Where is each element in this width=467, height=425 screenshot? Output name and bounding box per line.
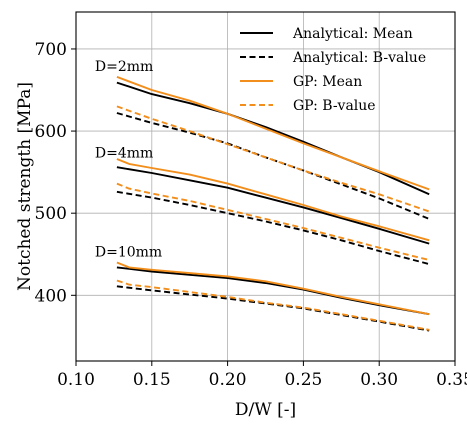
series-line-d-4mm-gp-b-value xyxy=(116,182,430,261)
series-line-d-2mm-analytical-b-value xyxy=(116,112,430,220)
legend: Analytical: Mean Analytical: B-value GP: M… xyxy=(240,26,426,114)
x-tick-label: 0.30 xyxy=(360,370,398,390)
series-line-d-2mm-analytical-mean xyxy=(116,81,430,196)
legend-label-gp-b-value: GP: B-value xyxy=(293,98,376,114)
y-tick-label: 600 xyxy=(35,122,67,142)
x-tick-label: 0.10 xyxy=(57,370,95,390)
x-tick-label: 0.25 xyxy=(284,370,322,390)
series-line-d-4mm-gp-mean xyxy=(116,158,430,242)
y-tick-label: 700 xyxy=(35,40,67,60)
x-tick-label: 0.35 xyxy=(436,370,467,390)
series-lines xyxy=(116,76,430,332)
plot-frame xyxy=(75,11,456,362)
x-tick-label: 0.15 xyxy=(133,370,171,390)
series-line-d-4mm-analytical-b-value xyxy=(116,190,430,266)
series-line-d-10mm-analytical-mean xyxy=(116,266,430,316)
series-line-d-4mm-analytical-mean xyxy=(116,166,430,245)
y-tick-label: 400 xyxy=(35,286,67,306)
series-line-d-2mm-gp-b-value xyxy=(116,105,430,213)
annotation-d-4mm: D=4mm xyxy=(95,145,153,161)
series-line-d-2mm-gp-mean xyxy=(116,76,430,191)
legend-label-analytical-mean: Analytical: Mean xyxy=(292,26,413,42)
legend-label-gp-mean: GP: Mean xyxy=(293,74,362,90)
series-line-d-10mm-gp-b-value xyxy=(116,279,430,331)
legend-label-analytical-b-value: Analytical: B-value xyxy=(292,50,426,66)
series-line-d-10mm-gp-mean xyxy=(116,261,430,316)
x-tick-label: 0.20 xyxy=(209,370,247,390)
annotation-d-2mm: D=2mm xyxy=(95,59,153,75)
y-tick-label: 500 xyxy=(35,204,67,224)
annotation-d-10mm: D=10mm xyxy=(95,245,162,261)
axis-ticks: 0.10 0.15 0.20 0.25 0.30 0.35 400 500 600 700 xyxy=(35,40,467,390)
x-axis-label: D/W [-] xyxy=(235,400,296,420)
y-axis-label: Notched strength [MPa] xyxy=(15,82,35,291)
annotations: D=2mm D=4mm D=10mm xyxy=(95,59,162,261)
series-line-d-10mm-analytical-b-value xyxy=(116,285,430,332)
